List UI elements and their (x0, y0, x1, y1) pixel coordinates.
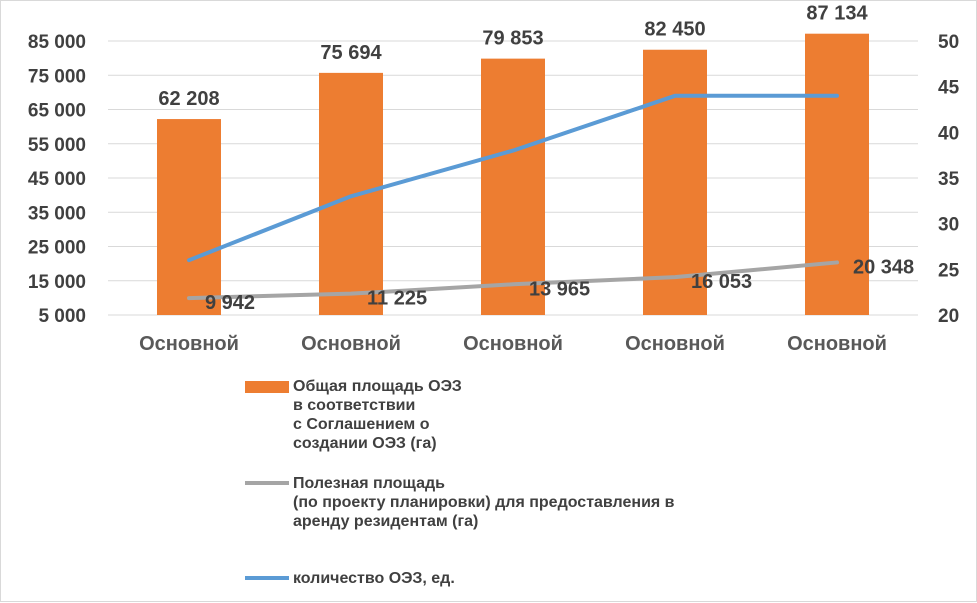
legend-label: с Соглашением о (293, 416, 430, 433)
bar-value-label: 75 694 (320, 42, 382, 64)
left-y-axis: 5 000 15 000 25 000 35 000 45 000 55 000 65 00… (28, 32, 86, 327)
legend-label: (по проекту планировки) для предоставлен… (293, 494, 675, 511)
legend-entry: количество ОЭЗ, ед. (245, 570, 455, 587)
right-tick-label: 30 (938, 215, 959, 236)
left-tick-label: 85 000 (28, 32, 86, 53)
right-tick-label: 20 (938, 306, 959, 327)
left-tick-label: 5 000 (38, 306, 86, 327)
left-tick-label: 35 000 (28, 203, 86, 224)
left-tick-label: 25 000 (28, 238, 86, 259)
bar-value-label: 87 134 (806, 3, 868, 25)
legend-label: создании ОЭЗ (га) (293, 435, 437, 452)
line-value-label: 9 942 (205, 292, 255, 314)
category-label: Основной (787, 333, 887, 355)
right-y-axis: 20 25 30 35 40 45 50 (938, 32, 960, 327)
bar-value-label: 79 853 (482, 28, 543, 50)
bar-series (157, 34, 869, 315)
legend: Общая площадь ОЭЗ в соответствии с Соглаше… (245, 378, 675, 587)
left-tick-label: 45 000 (28, 169, 86, 190)
left-tick-label: 15 000 (28, 272, 86, 293)
right-tick-label: 40 (938, 123, 959, 144)
legend-label: количество ОЭЗ, ед. (293, 570, 455, 587)
left-tick-label: 65 000 (28, 101, 86, 122)
bar (481, 59, 545, 315)
legend-label: Полезная площадь (293, 475, 445, 492)
legend-label: Общая площадь ОЭЗ (293, 378, 462, 395)
right-tick-label: 25 (938, 260, 960, 281)
category-axis: Основной Основной Основной Основной Основной (139, 333, 887, 355)
legend-entry: Полезная площадь (по проекту планировки) … (245, 475, 675, 530)
bar (157, 119, 221, 315)
legend-label: в соответствии (293, 397, 415, 414)
bar-value-label: 82 450 (644, 19, 705, 41)
legend-label: аренду резидентам (га) (293, 513, 478, 530)
left-tick-label: 55 000 (28, 135, 86, 156)
right-tick-label: 35 (938, 169, 960, 190)
right-tick-label: 45 (938, 78, 960, 99)
legend-entry: Общая площадь ОЭЗ в соответствии с Соглаше… (245, 378, 462, 452)
line-value-label: 13 965 (529, 278, 590, 300)
line-value-label: 16 053 (691, 271, 752, 293)
category-label: Основной (463, 333, 563, 355)
right-tick-label: 50 (938, 32, 959, 53)
category-label: Основной (139, 333, 239, 355)
bar-value-label: 62 208 (158, 88, 219, 110)
left-tick-label: 75 000 (28, 66, 86, 87)
line-value-label: 20 348 (853, 256, 914, 278)
line-value-label: 11 225 (367, 288, 427, 310)
category-label: Основной (301, 333, 401, 355)
category-label: Основной (625, 333, 725, 355)
legend-swatch (245, 381, 289, 393)
bar (319, 73, 383, 315)
